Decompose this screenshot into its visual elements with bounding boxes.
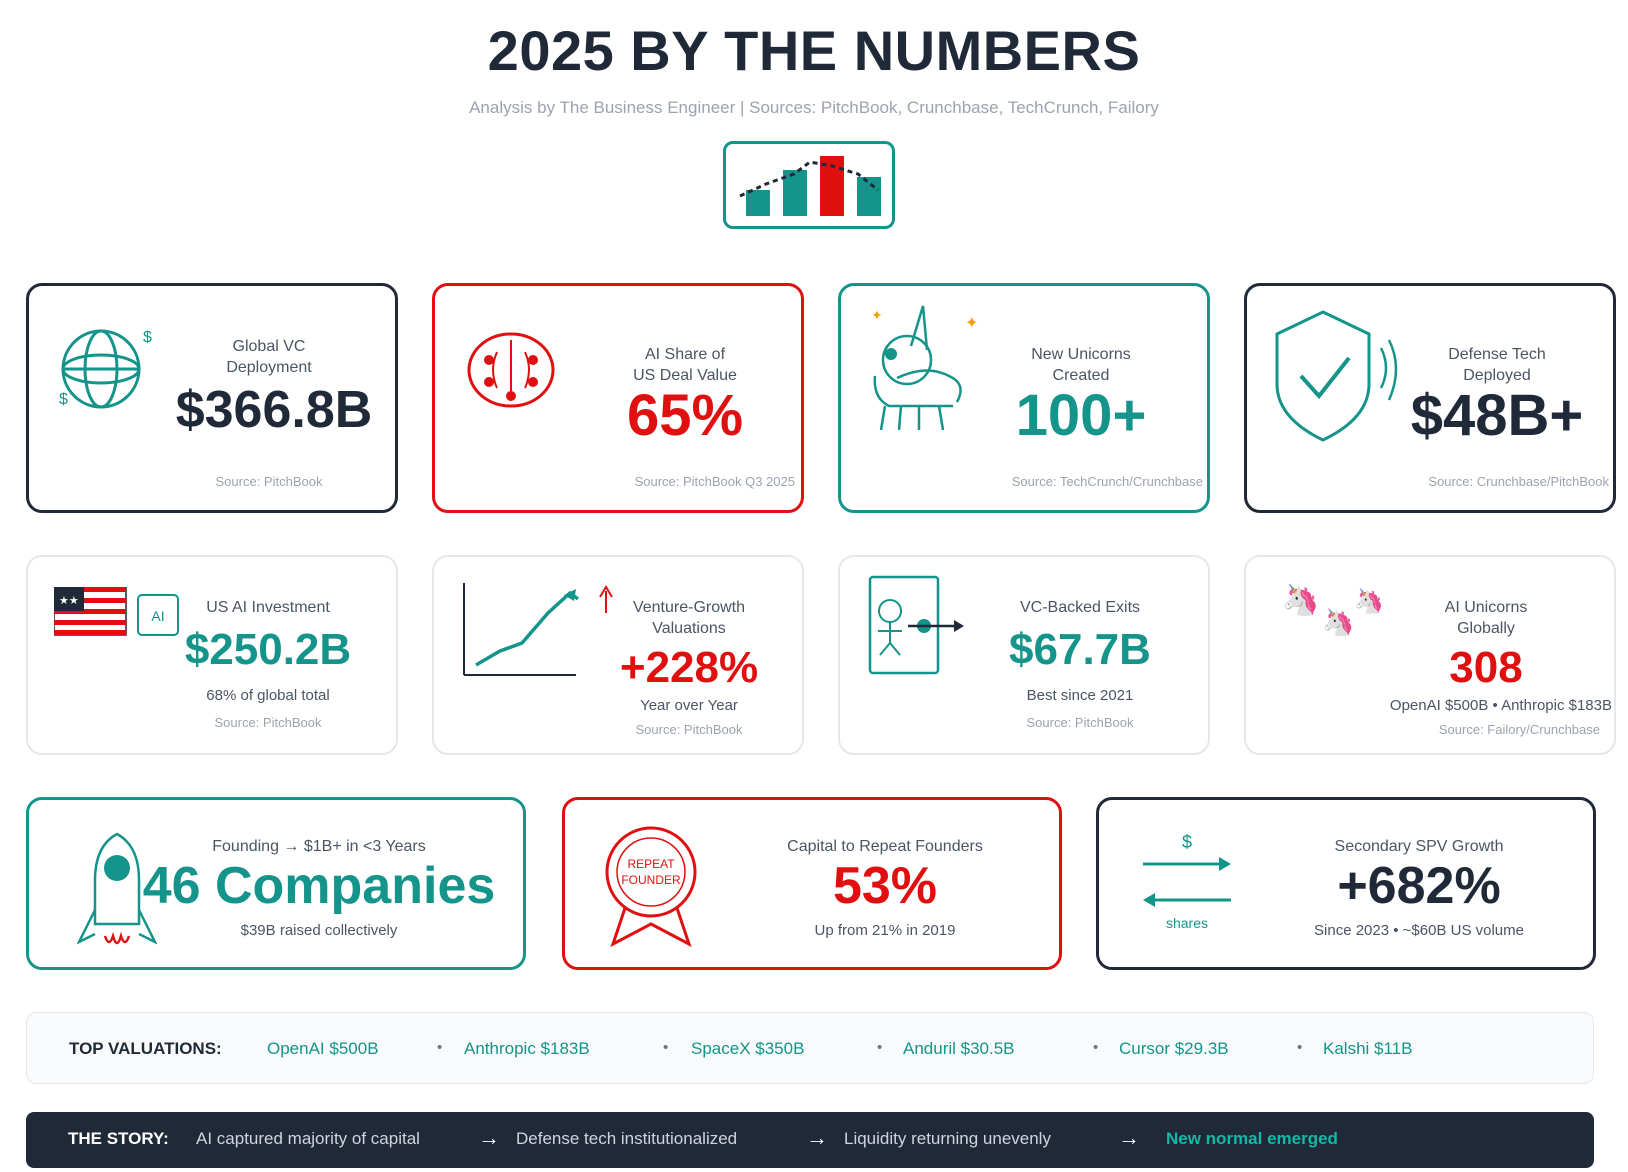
growth-chart-icon bbox=[460, 579, 620, 688]
stat-value: 46 Companies bbox=[142, 857, 496, 915]
story-heading: THE STORY: bbox=[68, 1129, 169, 1148]
valuation-item: Anduril $30.5B bbox=[903, 1039, 1015, 1058]
svg-text:$: $ bbox=[1182, 832, 1192, 852]
valuation-item: Anthropic $183B bbox=[464, 1039, 590, 1058]
stat-card-fast-unicorns: Founding → $1B+ in <3 Years 46 Companies… bbox=[26, 797, 526, 970]
svg-text:REPEAT: REPEAT bbox=[627, 857, 675, 871]
stat-note: Since 2023 • ~$60B US volume bbox=[1314, 922, 1524, 939]
ai-badge-text: AI bbox=[151, 608, 164, 624]
stat-card-venture-growth: Venture-Growth Valuations +228% Year over… bbox=[432, 555, 804, 755]
unicorn-icon: ✦ ✦ bbox=[867, 298, 987, 443]
exchange-arrows-icon: $ shares bbox=[1137, 830, 1237, 945]
bar-chart-logo-icon bbox=[723, 141, 895, 229]
stat-note: 68% of global total bbox=[206, 687, 330, 704]
stat-card-vc-exits: VC-Backed Exits $67.7B Best since 2021 S… bbox=[838, 555, 1210, 755]
story-bar: THE STORY: AI captured majority of capit… bbox=[26, 1112, 1594, 1168]
stat-value: 308 bbox=[1449, 643, 1523, 692]
stat-label: US AI Investment bbox=[206, 599, 330, 616]
stat-label: VC-Backed Exits bbox=[1019, 599, 1141, 616]
stat-label: Capital to Repeat Founders bbox=[787, 838, 983, 855]
story-step-final: New normal emerged bbox=[1166, 1129, 1338, 1148]
svg-text:FOUNDER: FOUNDER bbox=[621, 873, 681, 887]
stat-value: $67.7B bbox=[1009, 625, 1151, 674]
stat-source: Source: TechCrunch/Crunchbase bbox=[1011, 474, 1203, 489]
stat-card-repeat-founders: REPEAT FOUNDER Capital to Repeat Founder… bbox=[562, 797, 1062, 970]
stat-label: Global VC Deployment bbox=[226, 338, 312, 376]
stat-label: Defense Tech Deployed bbox=[1448, 346, 1546, 384]
stat-card-new-unicorns: ✦ ✦ New Unicorns Created 100+ Source: Tec… bbox=[838, 283, 1210, 513]
stat-card-us-ai: ★★ AI US AI Investment $250.2B 68% of gl… bbox=[26, 555, 398, 755]
story-step: Defense tech institutionalized bbox=[516, 1129, 738, 1148]
stat-value: 100+ bbox=[1015, 383, 1147, 448]
stat-note: Up from 21% in 2019 bbox=[814, 922, 956, 939]
separator-dot: • bbox=[877, 1039, 883, 1056]
repeat-founder-badge-icon: REPEAT FOUNDER bbox=[603, 824, 703, 953]
separator-dot: • bbox=[1297, 1039, 1303, 1056]
svg-text:$: $ bbox=[143, 329, 152, 346]
rocket-icon bbox=[76, 830, 158, 961]
svg-text:✦: ✦ bbox=[965, 313, 978, 332]
stat-source: Source: PitchBook bbox=[635, 722, 743, 737]
separator-dot: • bbox=[663, 1039, 669, 1056]
stat-card-ai-unicorns: 🦄 🦄 🦄 AI Unicorns Globally 308 OpenAI $50… bbox=[1244, 555, 1616, 755]
stat-value: 53% bbox=[832, 857, 938, 915]
stat-card-global-vc: $ $ Global VC Deployment $366.8B Source: … bbox=[26, 283, 398, 513]
stat-label: AI Share of US Deal Value bbox=[633, 346, 737, 384]
valuation-item: Kalshi $11B bbox=[1323, 1039, 1413, 1058]
ai-brain-icon bbox=[467, 330, 559, 415]
story-step: Liquidity returning unevenly bbox=[844, 1129, 1051, 1148]
stat-note: Year over Year bbox=[640, 697, 738, 714]
right-arrow-icon: → bbox=[1118, 1125, 1140, 1150]
stat-source: Source: PitchBook bbox=[1026, 715, 1134, 730]
stat-source: Source: PitchBook Q3 2025 bbox=[634, 474, 795, 489]
svg-text:shares: shares bbox=[1166, 915, 1208, 931]
valuation-item: SpaceX $350B bbox=[691, 1039, 805, 1058]
valuation-item: OpenAI $500B bbox=[267, 1039, 379, 1058]
right-arrow-icon: → bbox=[806, 1125, 828, 1150]
stat-value: 65% bbox=[626, 383, 744, 448]
stat-value: +228% bbox=[619, 643, 759, 692]
stat-label: Founding → $1B+ in <3 Years bbox=[212, 838, 426, 855]
svg-text:✦: ✦ bbox=[871, 308, 883, 324]
stat-label: Secondary SPV Growth bbox=[1334, 838, 1504, 855]
stat-value: $250.2B bbox=[184, 625, 352, 674]
stat-note: Best since 2021 bbox=[1026, 687, 1134, 704]
stat-source: Source: Failory/Crunchbase bbox=[1438, 722, 1600, 737]
stat-label: New Unicorns Created bbox=[1031, 346, 1131, 384]
top-valuations-bar: TOP VALUATIONS: OpenAI $500B • Anthropic… bbox=[26, 1012, 1594, 1084]
separator-dot: • bbox=[437, 1039, 443, 1056]
page-title: 2025 BY THE NUMBERS bbox=[487, 19, 1141, 82]
stat-label: AI Unicorns Globally bbox=[1444, 599, 1528, 637]
shield-check-icon bbox=[1273, 306, 1413, 451]
stat-card-ai-share: AI Share of US Deal Value 65% Source: Pit… bbox=[432, 283, 804, 513]
stat-source: Source: Crunchbase/PitchBook bbox=[1428, 474, 1609, 489]
exit-door-icon bbox=[868, 575, 968, 680]
stat-value: $366.8B bbox=[175, 381, 373, 439]
stat-value: +682% bbox=[1337, 857, 1501, 915]
svg-text:$: $ bbox=[59, 391, 68, 408]
stat-value: $48B+ bbox=[1410, 383, 1584, 448]
separator-dot: • bbox=[1093, 1039, 1099, 1056]
page-subtitle: Analysis by The Business Engineer | Sour… bbox=[469, 98, 1159, 117]
right-arrow-icon: → bbox=[478, 1125, 500, 1150]
stat-source: Source: PitchBook bbox=[215, 474, 323, 489]
top-valuations-heading: TOP VALUATIONS: bbox=[69, 1039, 222, 1058]
globe-dollar-icon: $ $ bbox=[59, 324, 159, 419]
svg-text:★★: ★★ bbox=[59, 594, 79, 607]
stat-card-defense-tech: Defense Tech Deployed $48B+ Source: Crunc… bbox=[1244, 283, 1616, 513]
valuation-item: Cursor $29.3B bbox=[1119, 1039, 1229, 1058]
stat-card-secondary-spv: $ shares Secondary SPV Growth +682% Sinc… bbox=[1096, 797, 1596, 970]
stat-note: OpenAI $500B • Anthropic $183B bbox=[1389, 697, 1612, 714]
stat-note: $39B raised collectively bbox=[240, 922, 398, 939]
unicorns-icon: 🦄 🦄 🦄 bbox=[1282, 584, 1384, 637]
story-step: AI captured majority of capital bbox=[196, 1129, 420, 1148]
stat-label: Venture-Growth Valuations bbox=[632, 599, 746, 637]
us-flag-ai-icon: ★★ AI bbox=[53, 586, 184, 652]
stat-source: Source: PitchBook bbox=[214, 715, 322, 730]
